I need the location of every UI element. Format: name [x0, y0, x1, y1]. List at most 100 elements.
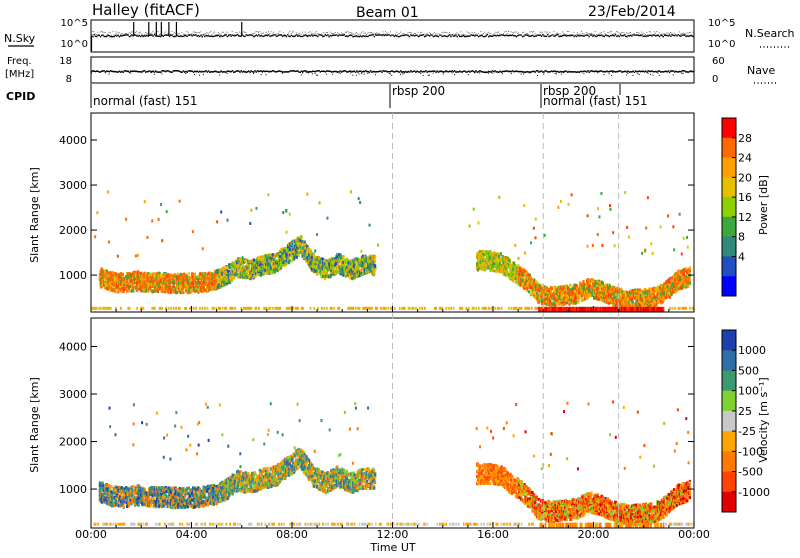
- noise-sky-point: [561, 36, 562, 37]
- noise-search-point: [556, 33, 557, 34]
- noise-search-point: [193, 32, 194, 33]
- noise-search-point: [641, 32, 642, 33]
- noise-sky-point: [503, 35, 504, 36]
- noise-search-point: [665, 34, 666, 35]
- noise-sky-point: [300, 36, 301, 37]
- noise-sky-point: [620, 34, 621, 35]
- noise-search-point: [99, 34, 100, 35]
- noise-search-point: [653, 35, 654, 36]
- noise-sky-point: [208, 35, 209, 36]
- noise-sky-point: [263, 36, 264, 37]
- noise-sky-point: [499, 35, 500, 36]
- range-gate-cell: [157, 290, 159, 293]
- noise-search-point: [387, 33, 388, 34]
- noise-search-point: [551, 35, 552, 36]
- noise-search-point: [207, 32, 208, 33]
- noise-search-point: [561, 35, 562, 36]
- noise-sky-point: [261, 35, 262, 36]
- freq-label: Freq.: [7, 56, 32, 67]
- noise-sky-point: [507, 35, 508, 36]
- noise-search-point: [499, 33, 500, 34]
- noise-search-point: [129, 32, 130, 33]
- noise-search-point: [117, 32, 118, 33]
- noise-sky-point: [246, 34, 247, 35]
- freq-point: [160, 71, 162, 73]
- noise-search-point: [617, 32, 618, 33]
- nave-point: [428, 75, 429, 76]
- noise-search-point: [532, 32, 533, 33]
- noise-sky-point: [345, 36, 346, 37]
- noise-sky-point: [174, 36, 175, 37]
- noise-search-point: [541, 32, 542, 33]
- noise-search-point: [606, 35, 607, 36]
- freq-panel-frame: [91, 57, 694, 83]
- noise-sky-point: [629, 35, 630, 36]
- range-gate-cell: [326, 271, 328, 274]
- noise-sky-point: [685, 36, 686, 37]
- noise-search-point: [268, 31, 269, 32]
- noise-sky-point: [351, 35, 352, 36]
- freq-point: [370, 70, 372, 72]
- noise-search-point: [423, 34, 424, 35]
- noise-search-point: [302, 32, 303, 33]
- noise-search-point: [308, 32, 309, 33]
- range-gate-cell: [128, 289, 130, 292]
- noise-sky-point: [315, 35, 316, 36]
- noise-sky-point: [121, 35, 122, 36]
- noise-search-point: [354, 34, 355, 35]
- noise-search-point: [136, 31, 137, 32]
- noise-sky-point: [474, 35, 475, 36]
- noise-search-point: [214, 32, 215, 33]
- noise-sky-point: [120, 35, 121, 36]
- noise-search-point: [114, 35, 115, 36]
- noise-search-point: [636, 32, 637, 33]
- noise-search-point: [558, 34, 559, 35]
- noise-search-point: [658, 34, 659, 35]
- noise-search-point: [234, 34, 235, 35]
- noise-search-point: [440, 34, 441, 35]
- noise-search-point: [184, 34, 185, 35]
- noise-search-point: [605, 33, 606, 34]
- nave-point: [340, 73, 341, 74]
- noise-search-point: [619, 32, 620, 33]
- noise-sky-point: [307, 36, 308, 37]
- noise-sky-point: [644, 35, 645, 36]
- noise-search-point: [140, 32, 141, 33]
- noise-search-point: [311, 33, 312, 34]
- noise-sky-point: [352, 36, 353, 37]
- noise-search-point: [438, 33, 439, 34]
- noise-search-point: [681, 33, 682, 34]
- noise-search-point: [355, 33, 356, 34]
- noise-sky-point: [164, 35, 165, 36]
- nave-point: [583, 73, 584, 74]
- noise-sky-point: [399, 36, 400, 37]
- noise-sky-point: [546, 36, 547, 37]
- nave-point: [352, 75, 353, 76]
- noise-search-point: [382, 31, 383, 32]
- noise-search-point: [676, 35, 677, 36]
- noise-search-point: [590, 33, 591, 34]
- noise-search-point: [204, 34, 205, 35]
- noise-search-point: [338, 33, 339, 34]
- noise-search-point: [131, 32, 132, 33]
- noise-search-point: [143, 35, 144, 36]
- noise-sky-point: [680, 36, 681, 37]
- nave-point: [604, 74, 605, 75]
- noise-sky-point: [145, 35, 146, 36]
- nave-point: [266, 74, 267, 75]
- noise-sky-point: [666, 35, 667, 36]
- noise-sky-point: [105, 36, 106, 37]
- noise-search-point: [369, 32, 370, 33]
- noise-search-point: [477, 35, 478, 36]
- noise-search-point: [455, 33, 456, 34]
- range-gate-cell: [186, 275, 188, 278]
- noise-sky-point: [220, 35, 221, 36]
- noise-search-point: [445, 32, 446, 33]
- noise-sky-point: [262, 35, 263, 36]
- noise-search-point: [439, 35, 440, 36]
- noise-search-point: [533, 31, 534, 32]
- noise-search-point: [239, 32, 240, 33]
- noise-sky-point: [674, 35, 675, 36]
- noise-search-point: [550, 32, 551, 33]
- noise-search-point: [342, 33, 343, 34]
